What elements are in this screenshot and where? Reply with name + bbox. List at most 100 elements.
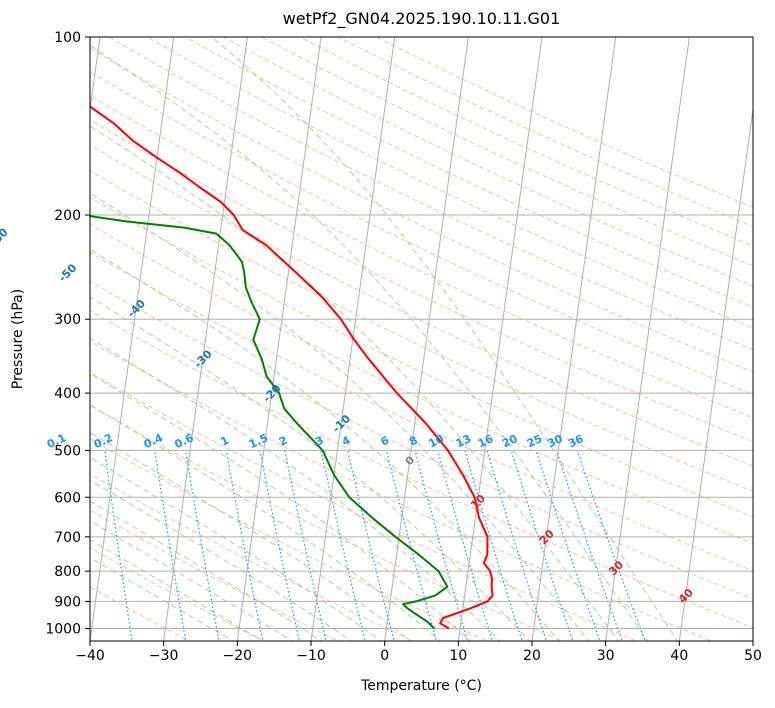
mixing-ratio-label: 10 <box>426 432 446 450</box>
y-tick-label: 600 <box>54 490 81 506</box>
sounding-traces <box>90 105 494 630</box>
dry-adiabat <box>90 586 190 641</box>
dry-adiabat <box>299 37 753 247</box>
dry-adiabat <box>90 251 753 572</box>
dry-adiabat <box>90 280 753 600</box>
y-tick-label: 200 <box>54 208 81 224</box>
isotherm-label: -30 <box>192 347 215 370</box>
moist-adiabat <box>90 296 531 641</box>
mixing-ratio-line <box>414 450 469 641</box>
mixing-ratio-line <box>486 450 547 641</box>
moist-adiabat <box>90 456 382 641</box>
mixing-ratio-line <box>320 450 366 641</box>
dry-adiabat <box>90 547 265 641</box>
isotherm-line <box>678 105 753 641</box>
x-tick-label: −20 <box>223 648 253 664</box>
moist-adiabat <box>90 373 471 641</box>
dry-adiabat <box>90 340 714 641</box>
isotherm-line <box>752 637 753 641</box>
dry-adiabat <box>90 144 753 467</box>
isotherm-line <box>0 37 26 641</box>
dry-adiabat <box>90 119 753 443</box>
dry-adiabat <box>90 223 753 545</box>
mixing-ratio-line <box>104 450 133 641</box>
mixing-ratio-line <box>185 450 220 641</box>
isotherm-label: -60 <box>0 225 11 248</box>
dry-adiabat <box>184 37 753 308</box>
dry-adiabat <box>261 37 753 267</box>
moist-adiabat <box>211 37 679 641</box>
isotherm-label: 30 <box>606 558 626 578</box>
x-tick-label: 0 <box>380 648 389 664</box>
temperature-trace <box>90 105 494 630</box>
mixing-ratio-line <box>154 450 187 641</box>
moist-adiabat <box>90 337 501 641</box>
mixing-ratio-label: 13 <box>454 432 473 450</box>
y-tick-label: 300 <box>54 312 81 328</box>
mixing-ratio-label: 1 <box>219 434 231 449</box>
dry-adiabat <box>90 196 753 518</box>
mixing-ratio-line <box>58 450 82 643</box>
mixing-ratio-label: 16 <box>476 432 496 450</box>
dry-adiabat <box>90 170 753 492</box>
mixing-ratio-label: 2 <box>277 434 289 449</box>
isotherm-line <box>90 37 101 114</box>
mixing-ratio-line <box>284 450 327 641</box>
axes: −40 −30 −20 −10 0 10 20 30 40 5010020030040050060… <box>45 30 762 664</box>
mixing-ratio-label: 1.5 <box>247 431 270 451</box>
y-tick-label: 500 <box>54 443 81 459</box>
mixing-ratio-label: 20 <box>500 432 520 450</box>
moist-adiabat <box>90 479 353 641</box>
mixing-ratio-line <box>385 450 438 641</box>
y-tick-label: 1000 <box>45 621 81 637</box>
mixing-ratio-label: 4 <box>340 434 353 449</box>
mixing-ratio-line <box>464 450 523 641</box>
y-tick-label: 100 <box>54 30 81 46</box>
isotherm-line <box>90 37 175 641</box>
mixing-ratio-label: 8 <box>407 434 419 449</box>
dry-adiabat <box>90 310 753 629</box>
y-tick-label: 400 <box>54 386 81 402</box>
x-tick-label: 20 <box>523 648 541 664</box>
x-tick-label: −40 <box>75 648 105 664</box>
plot-frame <box>89 36 754 642</box>
background-lines <box>0 37 753 643</box>
y-tick-label: 800 <box>54 564 81 580</box>
mixing-ratio-label: 30 <box>545 432 565 450</box>
mixing-ratio-line <box>225 450 264 641</box>
isotherm-line <box>163 37 248 641</box>
mixing-ratio-label: 36 <box>566 432 586 450</box>
moist-adiabat <box>90 431 412 641</box>
isotherm-label: 10 <box>468 492 488 512</box>
isotherm-line <box>457 37 543 641</box>
moist-adiabat <box>90 44 649 641</box>
dry-adiabat <box>90 438 489 641</box>
mixing-ratio-line <box>535 450 601 641</box>
moist-adiabat <box>90 500 323 641</box>
isotherm-label: -40 <box>125 297 148 320</box>
isotherm-line <box>531 37 617 641</box>
dewpoint-trace <box>90 215 449 630</box>
mixing-ratio-line <box>259 450 300 641</box>
line-labels: 0.10.20.40.611.52346810131620253036-100-… <box>0 225 696 606</box>
x-tick-label: −30 <box>149 648 179 664</box>
y-tick-label: 700 <box>54 530 81 546</box>
dry-adiabat <box>223 37 753 287</box>
chart-title: wetPf2_GN04.2025.190.10.11.G01 <box>282 9 561 28</box>
x-tick-label: 40 <box>670 648 688 664</box>
x-tick-label: 50 <box>744 648 762 664</box>
mixing-ratio-label: 6 <box>379 434 392 449</box>
mixing-ratio-line <box>576 450 646 641</box>
x-tick-label: −10 <box>296 648 326 664</box>
mixing-ratio-line <box>347 450 395 641</box>
mixing-ratio-label: 0.2 <box>92 431 115 451</box>
mixing-ratio-line <box>556 450 624 641</box>
moist-adiabat <box>90 404 442 641</box>
x-axis-label: Temperature (°C) <box>361 678 482 694</box>
x-tick-label: 30 <box>597 648 615 664</box>
mixing-ratio-label: 25 <box>525 432 544 450</box>
dry-adiabat <box>90 94 753 419</box>
dry-adiabat <box>146 37 753 329</box>
y-tick-label: 900 <box>54 594 81 610</box>
